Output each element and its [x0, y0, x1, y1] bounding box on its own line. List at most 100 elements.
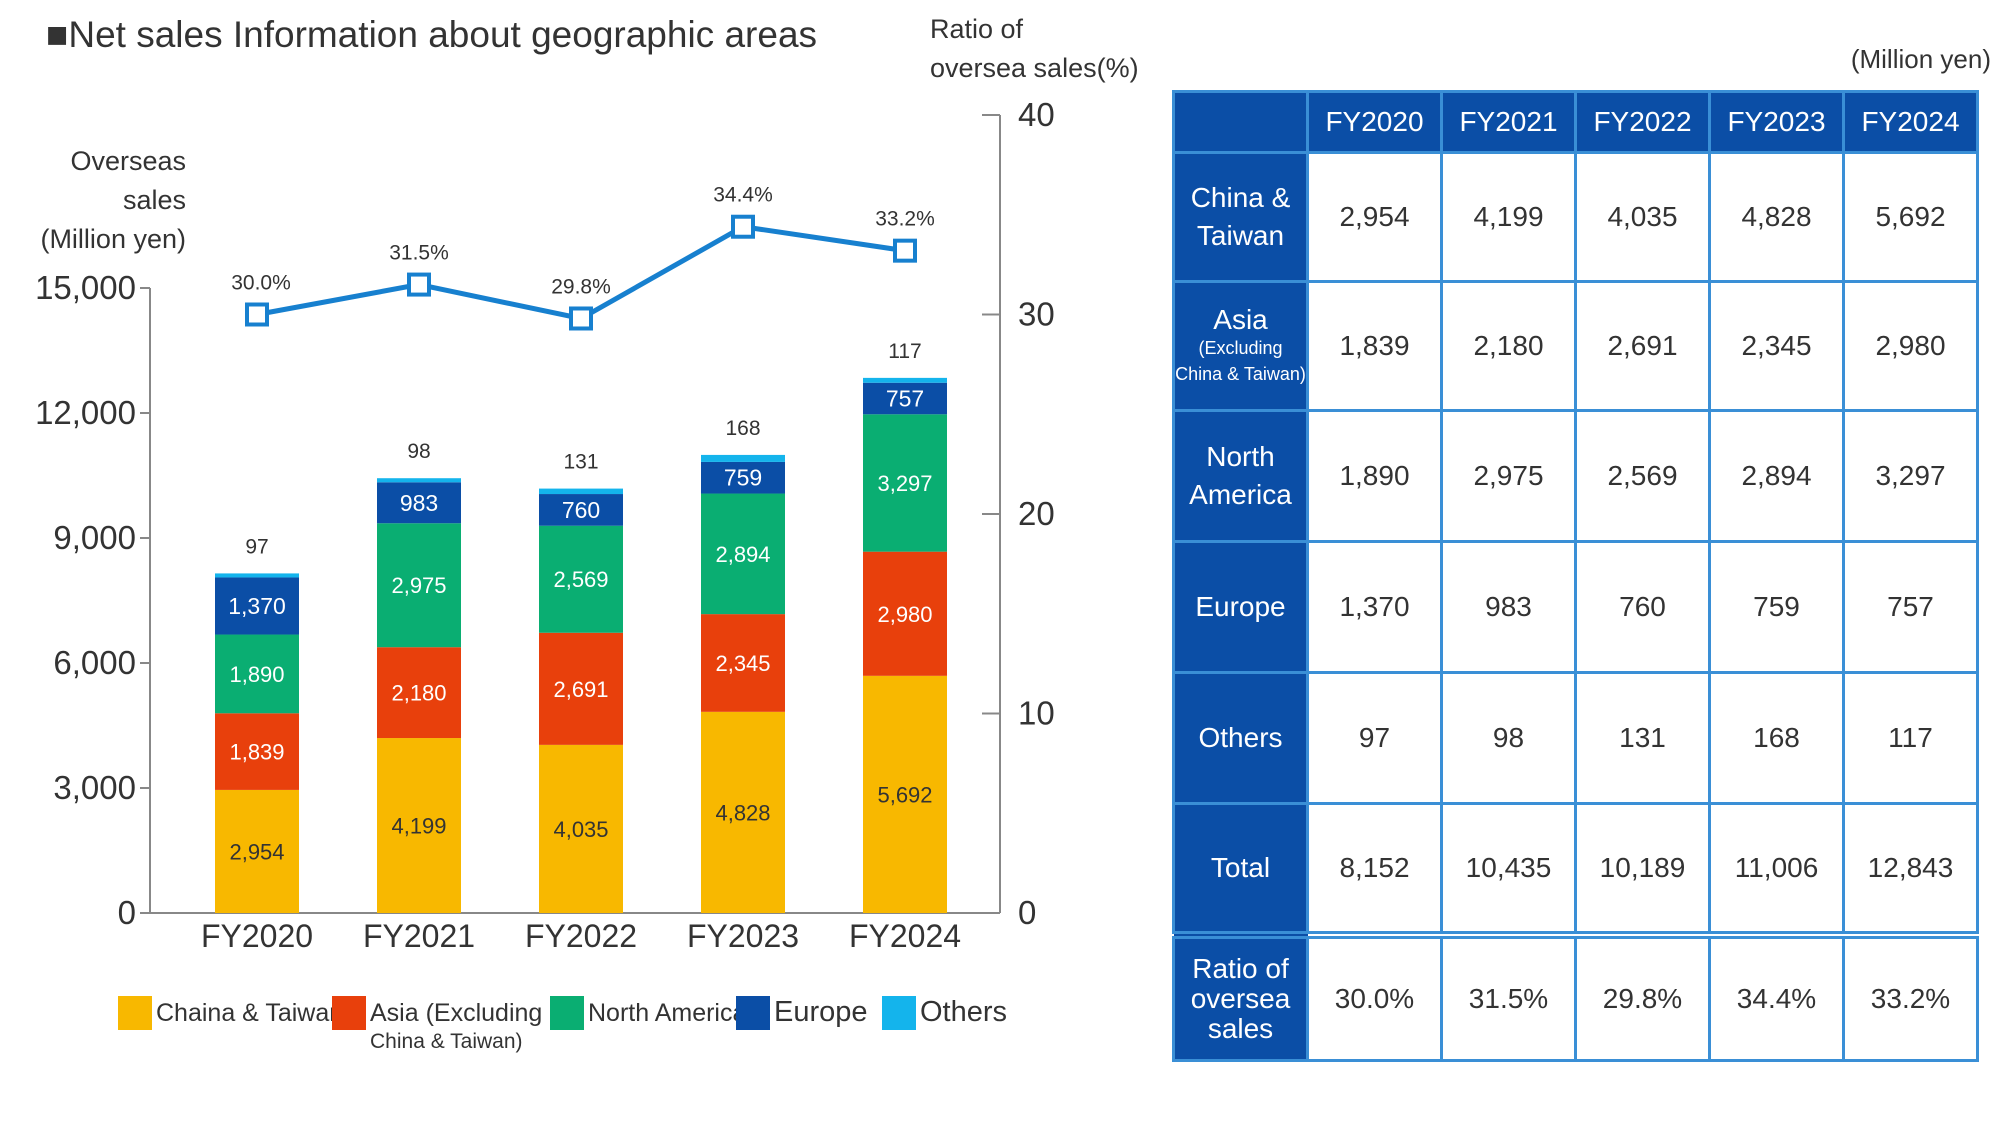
row-header-line: Taiwan	[1196, 220, 1285, 251]
row-header-line: China & Taiwan)	[1175, 364, 1306, 384]
table-row-header: Ratio of oversea sales	[1172, 933, 1309, 1062]
legend-swatch-china-taiwan	[118, 996, 152, 1030]
bar-data-label: 131	[563, 451, 598, 474]
bar-data-label: 2,980	[877, 602, 932, 627]
right-axis-tick-label: 30	[1018, 296, 1055, 333]
table-cell: 760	[1574, 540, 1711, 674]
stacked-bar-line-chart: 0 3,000 6,000 9,000 12,000 15,000 0 10 20 30 40 2,9…	[35, 96, 1055, 954]
bar-data-label: 4,828	[715, 800, 770, 825]
x-axis-tick-label: FY2021	[363, 918, 475, 954]
table-row: North America 1,890 2,975 2,569 2,894 3,297	[1172, 409, 1979, 543]
left-axis-tick-label: 6,000	[53, 644, 136, 681]
bar-segment	[863, 551, 947, 676]
right-axis-label: Ratio of oversea sales(%)	[930, 14, 1139, 83]
table-cell: 2,954	[1306, 151, 1443, 283]
table-row: Ratio of oversea sales 30.0% 31.5% 29.8% 34.4%…	[1172, 933, 1979, 1062]
bar-data-label: 1,370	[228, 593, 286, 619]
table-row: Others 97 98 131 168 117	[1172, 671, 1979, 805]
row-header-line: Others	[1198, 722, 1283, 753]
table-cell: 2,894	[1708, 409, 1845, 543]
left-axis-tick-label: 3,000	[53, 769, 136, 806]
table-header-cell: FY2023	[1708, 90, 1845, 154]
bar-data-label: 2,345	[715, 651, 770, 676]
bar-segment	[377, 523, 461, 648]
row-header-line: sales	[1207, 1012, 1274, 1044]
legend-swatch-north-america	[550, 996, 584, 1030]
table-cell: 759	[1708, 540, 1845, 674]
x-axis-tick-label: FY2023	[687, 918, 799, 954]
table-cell: 1,890	[1306, 409, 1443, 543]
right-axis-tick-label: 20	[1018, 495, 1055, 532]
table-cell: 97	[1306, 671, 1443, 805]
bar-data-label: 4,199	[391, 814, 446, 839]
table-cell: 2,569	[1574, 409, 1711, 543]
table-cell: 1,839	[1306, 280, 1443, 412]
bar-segment	[863, 414, 947, 552]
legend-label: Chaina & Taiwan	[156, 999, 344, 1027]
legend-swatch-others	[882, 996, 916, 1030]
table-row-header: Others	[1172, 671, 1309, 805]
ratio-point	[569, 306, 593, 331]
bar-data-label: 983	[400, 490, 438, 516]
table-cell: 4,035	[1574, 151, 1711, 283]
bar-segment	[215, 577, 299, 635]
bar-segment	[377, 738, 461, 913]
bar-segment	[377, 478, 461, 483]
x-axis-tick-label: FY2020	[201, 918, 313, 954]
bar-data-label: 2,894	[715, 542, 770, 567]
table-cell: 33.2%	[1842, 933, 1979, 1062]
bar-segment	[377, 647, 461, 739]
bar-data-label: 2,975	[391, 573, 446, 598]
bar-segment	[701, 461, 785, 494]
bar-segment	[863, 382, 947, 415]
table-cell: 5,692	[1842, 151, 1979, 283]
table-header-cell: FY2024	[1842, 90, 1979, 154]
bar-segment	[863, 377, 947, 383]
bar-data-label: 3,297	[877, 471, 932, 496]
table-cell: 1,370	[1306, 540, 1443, 674]
x-axis-tick-label: FY2022	[525, 918, 637, 954]
legend-label: Others	[920, 996, 1008, 1028]
bar-data-label: 1,839	[229, 740, 284, 765]
legend-label: Asia (Excluding	[370, 999, 543, 1027]
bar-segment	[215, 573, 299, 578]
table-row-header: North America	[1172, 409, 1309, 543]
row-header-line: America	[1189, 479, 1292, 510]
table-row: China & Taiwan 2,954 4,199 4,035 4,828 5,692	[1172, 151, 1979, 283]
chart-title: ■Net sales Information about geographic …	[46, 14, 818, 55]
table-cell: 757	[1842, 540, 1979, 674]
right-axis-tick-label: 40	[1018, 96, 1055, 133]
bar-data-label: 2,569	[553, 567, 608, 592]
table-cell: 10,435	[1440, 802, 1577, 936]
table-cell: 8,152	[1306, 802, 1443, 936]
table-row: Europe 1,370 983 760 759 757	[1172, 540, 1979, 674]
bar-segment	[539, 525, 623, 633]
table-cell: 2,975	[1440, 409, 1577, 543]
table-row-header: Total	[1172, 802, 1309, 936]
bar-segment	[863, 675, 947, 913]
bar-segment	[539, 494, 623, 526]
table-row-header: Europe	[1172, 540, 1309, 674]
sales-table: FY2020 FY2021 FY2022 FY2023 FY2024 China…	[1172, 90, 1979, 1062]
bar-segment	[701, 454, 785, 462]
table-cell: 4,828	[1708, 151, 1845, 283]
bar-data-label: 4,035	[553, 817, 608, 842]
bar-data-label: 5,692	[877, 782, 932, 807]
bar-data-label: 759	[724, 465, 762, 491]
table-cell: 11,006	[1708, 802, 1845, 936]
row-header-line: North	[1206, 441, 1275, 472]
table-cell: 98	[1440, 671, 1577, 805]
ratio-data-label: 33.2%	[875, 208, 935, 231]
bar-data-label: 760	[562, 497, 600, 523]
row-header-line: Europe	[1195, 591, 1286, 622]
ratio-point	[893, 238, 917, 263]
table-corner-cell	[1172, 90, 1309, 154]
left-axis-tick-label: 15,000	[35, 269, 136, 306]
table-cell: 3,297	[1842, 409, 1979, 543]
bar-segment	[701, 614, 785, 712]
bar-data-label: 2,691	[553, 677, 608, 702]
table-row: Total 8,152 10,435 10,189 11,006 12,843	[1172, 802, 1979, 936]
left-axis-tick-label: 9,000	[53, 519, 136, 556]
bar-data-label: 2,954	[229, 839, 284, 864]
table-cell: 34.4%	[1708, 933, 1845, 1062]
